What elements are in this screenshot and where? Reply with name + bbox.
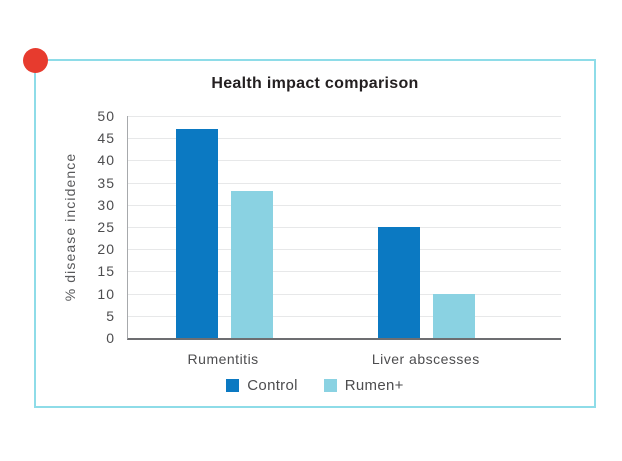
x-label-liver-abscesses: Liver abscesses: [371, 351, 480, 367]
y-tick-label-40: 40: [97, 152, 115, 169]
bar-rumen-rumentitis: [230, 191, 273, 338]
gridline-15: [128, 271, 561, 273]
legend: Control Rumen+: [34, 377, 596, 394]
legend-label: Control: [247, 377, 298, 394]
legend-item-control: Control: [226, 377, 297, 394]
gridline-35: [128, 182, 561, 184]
gridline-40: [128, 160, 561, 162]
gridline-10: [128, 293, 561, 295]
y-tick-label-15: 15: [97, 263, 115, 280]
y-tick-label-20: 20: [97, 241, 115, 258]
plot-area: [127, 116, 561, 340]
gridline-30: [128, 204, 561, 206]
gridline-50: [128, 116, 561, 117]
y-tick-label-10: 10: [97, 285, 115, 302]
legend-swatch-icon: [323, 379, 337, 392]
gridline-45: [128, 138, 561, 140]
x-label-rumentitis: Rumentitis: [187, 351, 259, 367]
bar-control-liver-abscesses: [378, 227, 421, 338]
y-tick-label-45: 45: [97, 130, 115, 147]
legend-label: Rumen+: [344, 377, 404, 394]
bar-control-rumentitis: [175, 129, 218, 338]
y-axis-ticks: 0 5 10 15 20 25 30 35 40 45 50: [60, 108, 115, 346]
red-corner-dot: [23, 48, 48, 73]
legend-item-rumen: Rumen+: [323, 377, 404, 394]
gridline-20: [128, 249, 561, 251]
y-tick-label-30: 30: [97, 196, 115, 213]
y-tick-label-0: 0: [106, 330, 115, 346]
legend-swatch-icon: [226, 379, 240, 392]
chart-title: Health impact comparison: [211, 75, 419, 92]
y-tick-label-25: 25: [97, 219, 115, 235]
gridline-25: [128, 227, 561, 228]
y-tick-label-35: 35: [97, 174, 115, 191]
bar-rumen-liver-abscesses: [433, 293, 476, 338]
x-axis-labels: Rumentitis Liver abscesses: [127, 351, 560, 369]
y-tick-label-50: 50: [97, 108, 115, 124]
gridline-5: [128, 315, 561, 317]
y-tick-label-5: 5: [106, 307, 115, 324]
